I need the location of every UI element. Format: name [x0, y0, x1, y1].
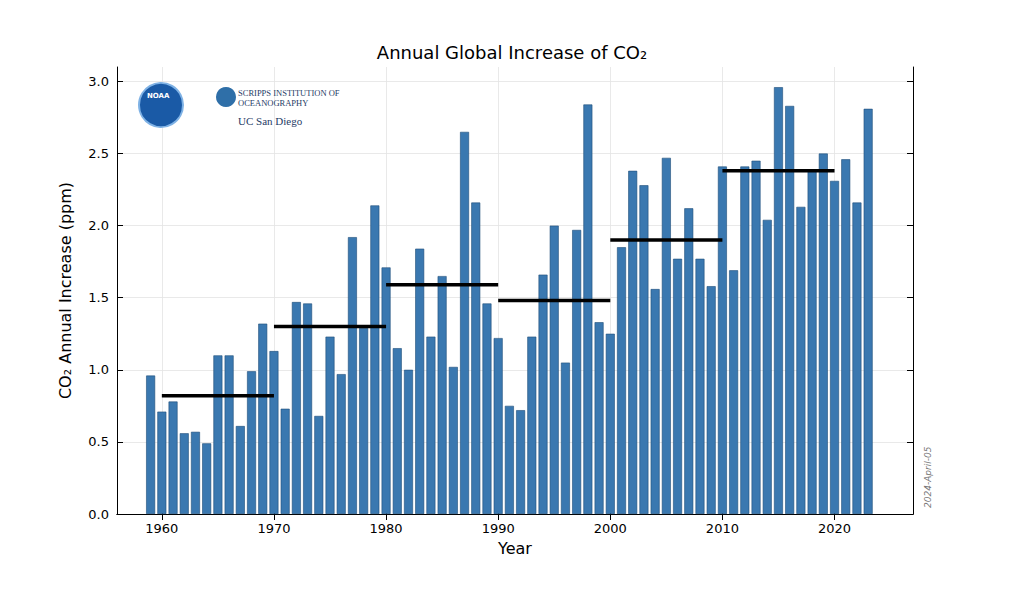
svg-text:OCEANOGRAPHY: OCEANOGRAPHY [238, 98, 308, 108]
svg-text:Annual Global Increase of CO₂: Annual Global Increase of CO₂ [377, 42, 647, 63]
svg-text:1960: 1960 [145, 521, 178, 536]
svg-text:1970: 1970 [257, 521, 290, 536]
svg-text:1990: 1990 [482, 521, 515, 536]
svg-text:1.0: 1.0 [88, 362, 109, 377]
svg-text:NOAA: NOAA [147, 92, 170, 100]
svg-text:2010: 2010 [706, 521, 739, 536]
svg-text:2024-April-05: 2024-April-05 [923, 446, 933, 508]
svg-text:Year: Year [497, 539, 532, 558]
svg-text:2000: 2000 [594, 521, 627, 536]
svg-text:1980: 1980 [370, 521, 403, 536]
svg-text:0.5: 0.5 [88, 434, 109, 449]
svg-text:3.0: 3.0 [88, 74, 109, 89]
svg-text:0.0: 0.0 [88, 507, 109, 522]
svg-text:2.5: 2.5 [88, 146, 109, 161]
svg-text:UC San Diego: UC San Diego [238, 115, 303, 127]
svg-text:CO₂ Annual Increase (ppm): CO₂ Annual Increase (ppm) [56, 182, 75, 399]
svg-text:2.0: 2.0 [88, 218, 109, 233]
svg-text:1.5: 1.5 [88, 290, 109, 305]
svg-text:SCRIPPS INSTITUTION OF: SCRIPPS INSTITUTION OF [238, 88, 342, 98]
svg-text:2020: 2020 [818, 521, 851, 536]
